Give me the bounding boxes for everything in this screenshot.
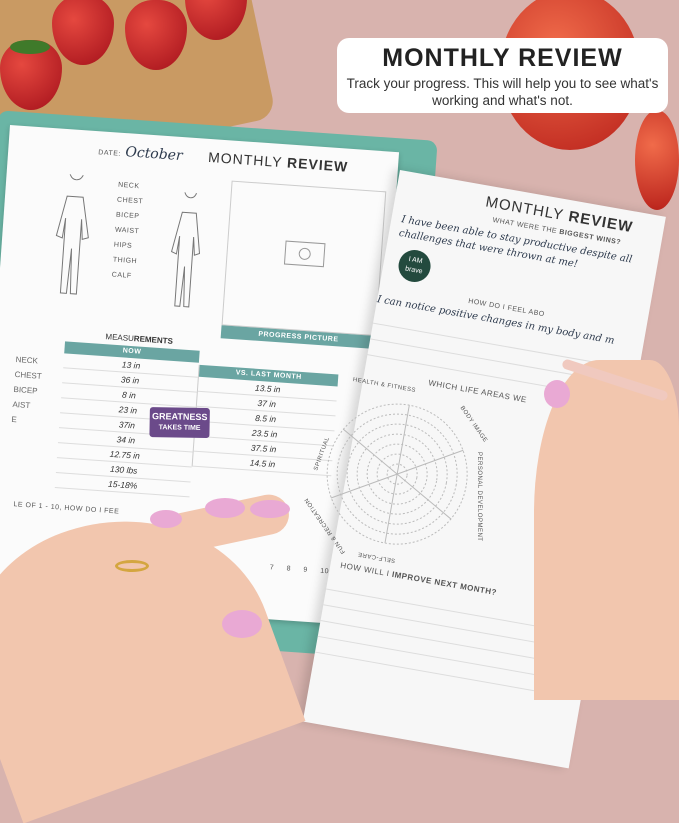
- progress-picture-box: [221, 180, 387, 337]
- date-value: October: [124, 144, 184, 165]
- greatness-sticker: GREATNESS TAKES TIME: [149, 407, 210, 439]
- right-hand: [534, 360, 679, 700]
- scale-numbers: 7 8 9 10: [269, 564, 330, 576]
- wheel-label: PERSONAL DEVELOPMENT: [476, 451, 483, 542]
- measurement-row-labels: NECK CHEST BICEP AIST E: [11, 354, 42, 425]
- measurements-title: MEASUREMENTS: [105, 332, 174, 346]
- body-part-labels: NECK CHEST BICEP WAIST HIPS THIGH CALF: [111, 181, 144, 280]
- fingernail: [150, 510, 182, 528]
- apple: [635, 110, 679, 210]
- i-am-brave-sticker: I AM brave: [396, 247, 434, 285]
- body-outline-front: [55, 172, 89, 295]
- right-page: MONTHLY REVIEW WHAT WERE THE BIGGEST WIN…: [302, 170, 666, 769]
- strawberry: [52, 0, 114, 65]
- fingernail: [544, 380, 570, 408]
- body-outline-side: [170, 191, 201, 308]
- life-wheel: [326, 403, 468, 545]
- fingernail: [222, 610, 262, 638]
- gold-ring: [115, 560, 149, 572]
- left-page: DATE: October MONTHLY REVIEW NECK CHEST BI…: [0, 125, 400, 627]
- date-label: DATE:: [98, 149, 122, 158]
- scale-question: LE OF 1 - 10, HOW DO I FEE: [13, 501, 120, 516]
- fingernail: [250, 500, 290, 518]
- strawberry: [125, 0, 187, 70]
- strawberry-leaf: [10, 40, 50, 54]
- banner-title: MONTHLY REVIEW: [382, 44, 623, 72]
- fingernail: [205, 498, 245, 518]
- camera-icon: [283, 240, 326, 268]
- banner-subtitle: Track your progress. This will help you …: [346, 76, 659, 108]
- banner: MONTHLY REVIEW Track your progress. This…: [337, 38, 668, 113]
- left-page-title: MONTHLY REVIEW: [207, 148, 349, 175]
